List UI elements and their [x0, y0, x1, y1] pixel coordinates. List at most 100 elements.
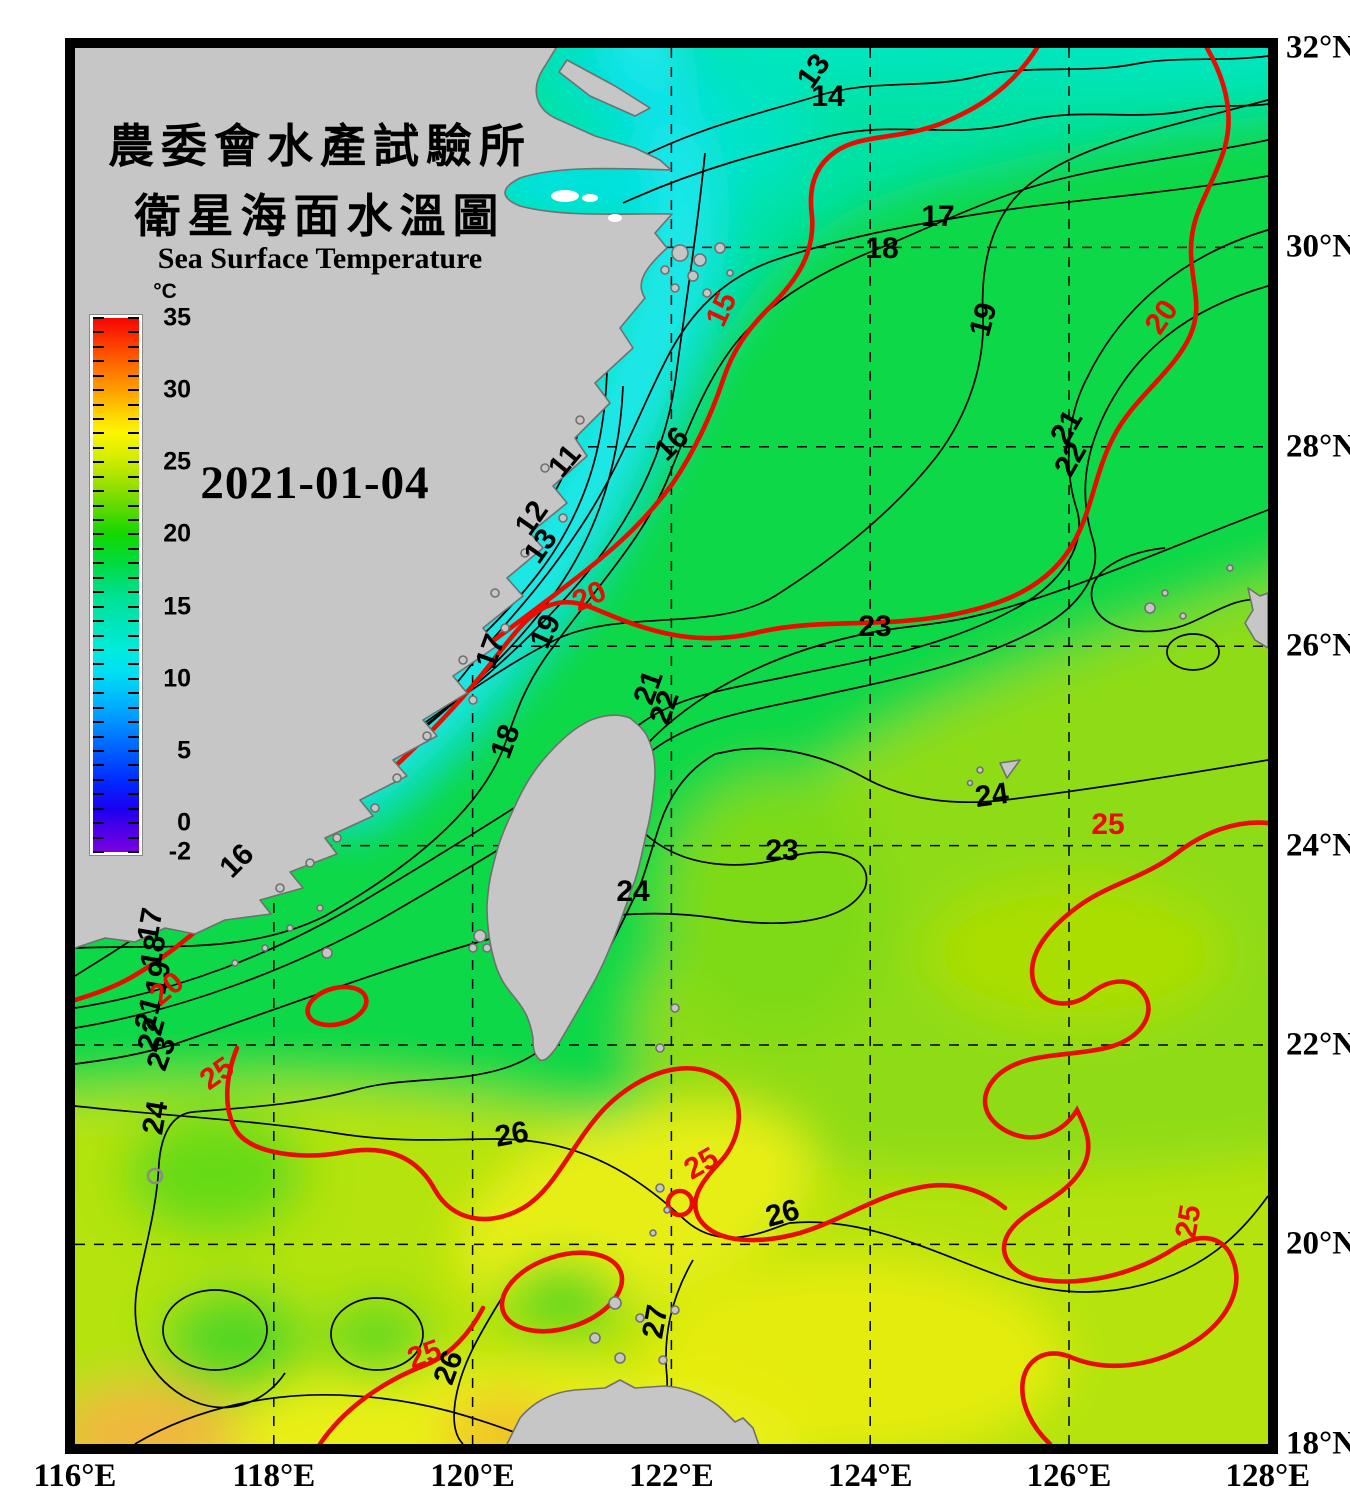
- colorbar-tick: [128, 490, 139, 493]
- colorbar-tick: [128, 836, 139, 839]
- title-chinese-line2: 衛星海面水溫圖: [134, 189, 506, 243]
- colorbar-tick: [93, 331, 104, 334]
- colorbar-tick: [128, 663, 139, 666]
- latitude-label: 32°N: [1286, 29, 1350, 66]
- colorbar-tick-label: -2: [168, 837, 191, 866]
- longitude-label: 120°E: [430, 1458, 515, 1494]
- colorbar-tick: [93, 345, 104, 348]
- colorbar-tick: [93, 851, 104, 853]
- longitude-label: 126°E: [1026, 1458, 1112, 1494]
- colorbar-tick: [128, 620, 139, 623]
- colorbar-tick: [93, 533, 104, 536]
- colorbar-tick: [93, 547, 104, 550]
- colorbar-tick: [128, 807, 139, 810]
- colorbar-tick: [93, 317, 104, 319]
- colorbar-tick: [93, 706, 104, 709]
- latitude-label: 22°N: [1286, 1026, 1350, 1063]
- colorbar-tick: [93, 605, 104, 608]
- colorbar-tick: [93, 504, 104, 507]
- colorbar-tick: [93, 778, 104, 781]
- colorbar-tick: [128, 749, 139, 752]
- china-mainland: [75, 48, 673, 949]
- taiwan-island: [486, 714, 656, 1062]
- longitude-label: 122°E: [629, 1458, 714, 1494]
- coastal-islets: [231, 415, 585, 967]
- svg-text:24: 24: [616, 875, 650, 908]
- colorbar-tick: [93, 692, 104, 695]
- colorbar-unit-label: °C: [153, 280, 177, 303]
- svg-text:17: 17: [131, 905, 169, 944]
- colorbar-tick: [128, 533, 139, 536]
- batanes-babuyan-islands: [589, 1183, 680, 1365]
- colorbar-tick-label: 10: [163, 664, 191, 693]
- colorbar-tick: [128, 345, 139, 348]
- svg-text:18: 18: [865, 232, 898, 265]
- colorbar-tick: [93, 374, 104, 377]
- colorbar-tick: [128, 677, 139, 680]
- colorbar-tick: [93, 475, 104, 478]
- land-masses: [75, 48, 1268, 1444]
- colorbar-tick: [93, 576, 104, 579]
- colorbar-tick: [128, 360, 139, 363]
- islands-east-of-taiwan: [655, 1003, 680, 1053]
- latitude-label: 24°N: [1286, 827, 1350, 864]
- colorbar-tick: [128, 331, 139, 334]
- colorbar-tick: [128, 389, 139, 392]
- colorbar-tick: [128, 403, 139, 406]
- colorbar-tick-label: 30: [163, 375, 191, 404]
- colorbar-tick: [93, 446, 104, 449]
- colorbar-tick: [93, 562, 104, 565]
- colorbar-tick: [128, 692, 139, 695]
- colorbar-tick: [93, 764, 104, 767]
- colorbar-tick: [128, 504, 139, 507]
- colorbar-tick: [93, 634, 104, 637]
- svg-text:25: 25: [1091, 808, 1124, 841]
- colorbar-tick: [128, 432, 139, 435]
- colorbar-tick: [93, 735, 104, 738]
- colorbar-tick: [128, 822, 139, 825]
- chongming-island: [558, 59, 651, 117]
- cloud-patches: [551, 190, 622, 222]
- svg-text:26: 26: [492, 1115, 531, 1153]
- longitude-label: 124°E: [827, 1458, 913, 1494]
- longitude-label: 118°E: [232, 1458, 316, 1494]
- longitude-label: 116°E: [33, 1458, 117, 1494]
- colorbar-tick: [128, 706, 139, 709]
- svg-text:19: 19: [139, 958, 177, 997]
- colorbar-tick: [93, 360, 104, 363]
- title-english: Sea Surface Temperature: [157, 242, 483, 275]
- svg-text:24: 24: [973, 777, 1011, 814]
- colorbar-tick: [93, 721, 104, 724]
- colorbar-tick: [128, 519, 139, 522]
- colorbar-tick: [128, 418, 139, 421]
- colorbar-tick: [93, 519, 104, 522]
- colorbar-tick: [93, 793, 104, 796]
- latitude-label: 28°N: [1286, 428, 1350, 465]
- colorbar-tick: [93, 663, 104, 666]
- colorbar-tick: [128, 374, 139, 377]
- latitude-label: 30°N: [1286, 228, 1350, 265]
- colorbar-tick: [128, 851, 139, 853]
- zhoushan-islands: [660, 242, 734, 298]
- colorbar-tick: [93, 432, 104, 435]
- latitude-label: 20°N: [1286, 1225, 1350, 1262]
- colorbar-tick: [93, 591, 104, 594]
- colorbar-tick: [93, 418, 104, 421]
- colorbar-tick: [128, 764, 139, 767]
- colorbar-tick: [128, 317, 139, 319]
- colorbar-tick-label: 5: [177, 736, 191, 765]
- colorbar-tick: [128, 721, 139, 724]
- title-chinese-line1: 農委會水產試驗所: [108, 119, 532, 173]
- svg-text:23: 23: [765, 834, 798, 867]
- colorbar-tick: [93, 807, 104, 810]
- penghu-islands: [468, 929, 492, 953]
- longitude-label: 128°E: [1225, 1458, 1311, 1494]
- date-label: 2021-01-04: [200, 457, 430, 509]
- svg-text:25: 25: [1169, 1202, 1207, 1241]
- colorbar-tick: [128, 793, 139, 796]
- colorbar-tick-label: 15: [163, 592, 191, 621]
- colorbar-tick: [93, 648, 104, 651]
- colorbar-tick: [128, 547, 139, 550]
- colorbar-tick: [93, 836, 104, 839]
- colorbar-tick: [128, 461, 139, 464]
